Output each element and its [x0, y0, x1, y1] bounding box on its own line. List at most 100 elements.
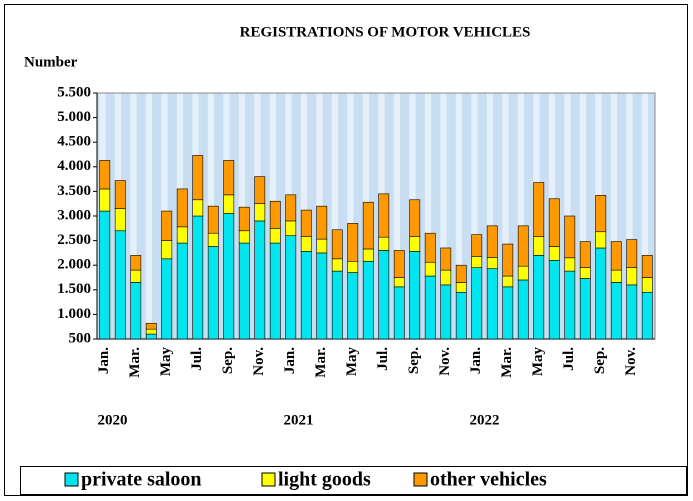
y-axis-label: Number: [24, 54, 78, 70]
bar-segment: [502, 243, 514, 277]
bar-segment: [626, 284, 638, 340]
bar-segment: [300, 251, 312, 340]
y-tick-label: 1.000: [57, 306, 91, 322]
bar-segment: [99, 210, 111, 340]
plot-stripe: [347, 93, 354, 339]
bar-segment: [610, 241, 622, 271]
bar-segment: [331, 270, 343, 340]
x-tick-label: May: [530, 347, 546, 377]
bar-segment: [362, 248, 374, 262]
bar-segment: [285, 235, 297, 340]
bar-segment: [533, 182, 545, 237]
legend-label: private saloon: [81, 469, 202, 491]
x-tick-label: Jul.: [375, 347, 391, 371]
bar-segment: [316, 252, 328, 340]
bar-segment: [316, 238, 328, 254]
bar-segment: [471, 267, 483, 340]
plot-stripe: [130, 93, 137, 339]
x-tick-label: May: [158, 347, 174, 377]
bar-segment: [564, 215, 576, 259]
bar-segment: [285, 194, 297, 222]
bar-segment: [517, 265, 529, 281]
x-tick-label: Sep.: [220, 347, 236, 374]
x-tick-label: Mar.: [127, 347, 143, 378]
legend-swatch: [261, 472, 276, 487]
bar-segment: [269, 242, 281, 340]
bar-segment: [595, 247, 607, 340]
legend-swatch: [64, 472, 79, 487]
bar-segment: [548, 198, 560, 247]
x-tick-label: Jan.: [468, 347, 484, 374]
bar-segment: [192, 155, 204, 201]
bar-segment: [130, 255, 142, 271]
plot-stripe: [626, 93, 633, 339]
bar-segment: [362, 201, 374, 250]
bar-segment: [471, 234, 483, 257]
bar-segment: [610, 282, 622, 340]
year-label: 2021: [284, 412, 314, 428]
bar-segment: [223, 213, 235, 340]
bar-segment: [176, 188, 188, 228]
bar-segment: [254, 176, 266, 204]
x-tick-label: Jan.: [96, 347, 112, 374]
bar-segment: [486, 268, 498, 340]
bar-segment: [316, 205, 328, 240]
plot-stripe: [331, 93, 339, 339]
bar-segment: [176, 242, 188, 340]
year-label: 2022: [470, 412, 500, 428]
bar-segment: [564, 270, 576, 340]
bar-segment: [455, 264, 467, 283]
bar-segment: [378, 250, 390, 340]
bar-segment: [114, 230, 126, 340]
y-tick-label: 2.500: [57, 232, 91, 248]
chart-title: REGISTRATIONS OF MOTOR VEHICLES: [240, 24, 531, 40]
bar-segment: [331, 229, 343, 260]
bar-segment: [300, 209, 312, 237]
bar-segment: [145, 333, 157, 340]
bar-segment: [533, 236, 545, 256]
bar-segment: [486, 225, 498, 258]
bar-segment: [424, 275, 436, 340]
y-tick-label: 3.500: [57, 183, 91, 199]
bar-segment: [409, 251, 421, 340]
bar-segment: [161, 210, 173, 241]
x-tick-label: Jul.: [189, 347, 205, 371]
bar-segment: [502, 275, 514, 288]
y-tick-label: 5.000: [57, 109, 91, 125]
bar-segment: [517, 225, 529, 267]
bar-segment: [641, 255, 653, 278]
bar-segment: [99, 160, 111, 190]
bar-segment: [548, 246, 560, 261]
bar-segment: [145, 328, 157, 335]
x-tick-label: Sep.: [592, 347, 608, 374]
bar-segment: [440, 284, 452, 340]
bar-segment: [455, 282, 467, 293]
bar-segment: [393, 277, 405, 288]
bar-segment: [130, 282, 142, 340]
y-tick-label: 4.000: [57, 158, 91, 174]
x-tick-label: Mar.: [313, 347, 329, 378]
y-tick-label: 2.000: [57, 257, 91, 273]
plot-stripe: [424, 93, 432, 339]
plot-stripe: [610, 93, 618, 339]
bar-segment: [285, 220, 297, 236]
x-tick-label: Mar.: [499, 347, 515, 378]
bar-segment: [161, 258, 173, 340]
plot-stripe: [455, 93, 463, 339]
bar-segment: [223, 160, 235, 196]
legend-swatch: [413, 472, 428, 487]
bar-segment: [254, 203, 266, 222]
bar-segment: [238, 230, 250, 244]
bar-segment: [626, 239, 638, 268]
x-tick-label: Nov.: [437, 347, 453, 376]
bar-segment: [207, 205, 219, 234]
plot-stripe: [641, 93, 649, 339]
x-tick-label: Nov.: [251, 347, 267, 376]
bar-segment: [238, 242, 250, 340]
bar-segment: [393, 286, 405, 340]
bar-segment: [533, 255, 545, 340]
plot-stripe: [579, 93, 587, 339]
bar-segment: [145, 322, 157, 330]
bar-segment: [362, 260, 374, 340]
